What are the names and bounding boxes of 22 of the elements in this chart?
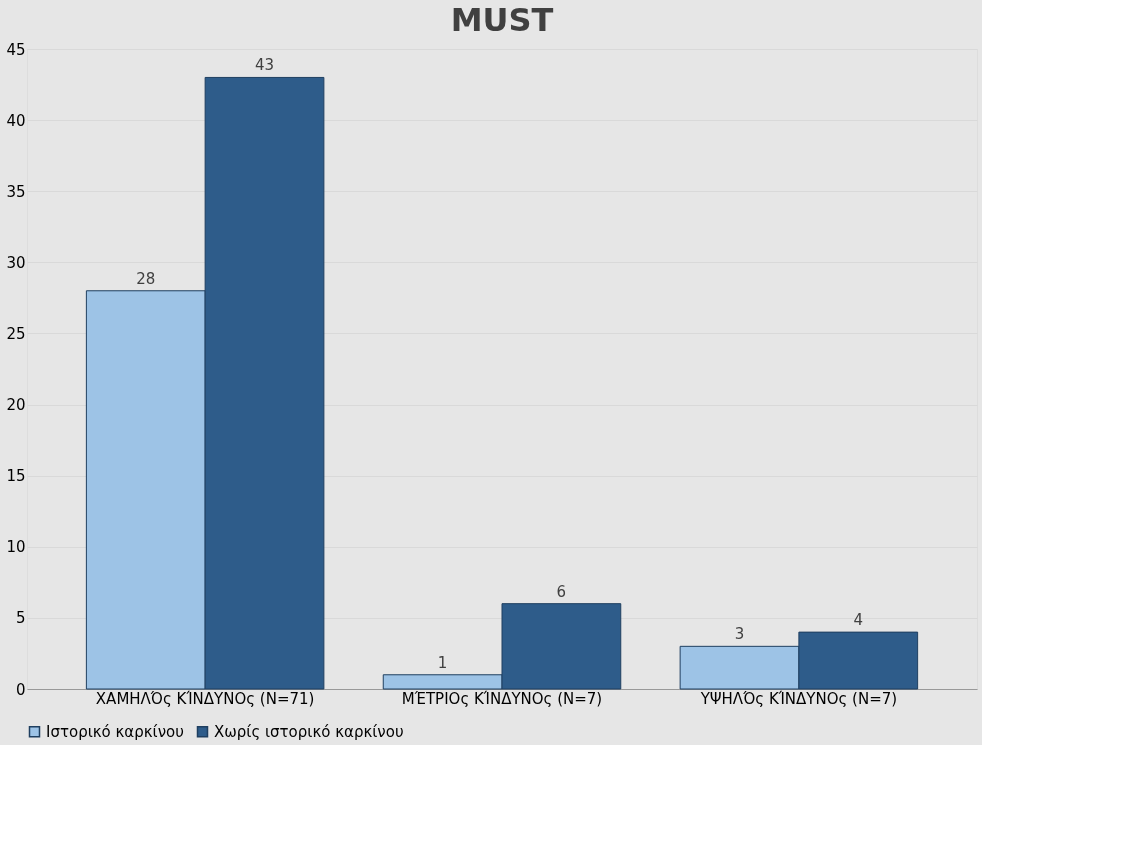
- x-tick-label: ΧΑΜΗΛΌς ΚΊΝΔΥΝΟς (N=71): [95, 689, 315, 708]
- legend-label: Χωρίς ιστορικό καρκίνου: [214, 722, 404, 741]
- data-label: 43: [254, 56, 275, 75]
- y-tick-label: 0: [15, 680, 26, 699]
- y-tick-label: 30: [6, 253, 26, 272]
- data-label: 6: [556, 582, 567, 601]
- y-tick-label: 20: [6, 396, 26, 415]
- y-tick-label: 45: [6, 40, 26, 59]
- y-tick-label: 25: [6, 324, 26, 343]
- data-label: 1: [437, 653, 448, 672]
- data-label: 28: [136, 269, 156, 288]
- x-tick-label: ΜΈΤΡΙΟς ΚΊΝΔΥΝΟς (N=7): [401, 689, 603, 708]
- data-label: 4: [853, 611, 864, 630]
- legend-label: Ιστορικό καρκίνου: [46, 722, 184, 741]
- x-tick-label: ΥΨΗΛΌς ΚΊΝΔΥΝΟς (N=7): [699, 689, 898, 708]
- y-tick-label: 35: [6, 182, 26, 201]
- y-tick-label: 40: [6, 111, 26, 130]
- y-tick-label: 10: [6, 538, 26, 557]
- chart-title: MUST: [450, 1, 554, 39]
- y-tick-label: 5: [15, 609, 26, 628]
- y-tick-label: 15: [6, 467, 26, 486]
- data-label: 3: [734, 625, 745, 644]
